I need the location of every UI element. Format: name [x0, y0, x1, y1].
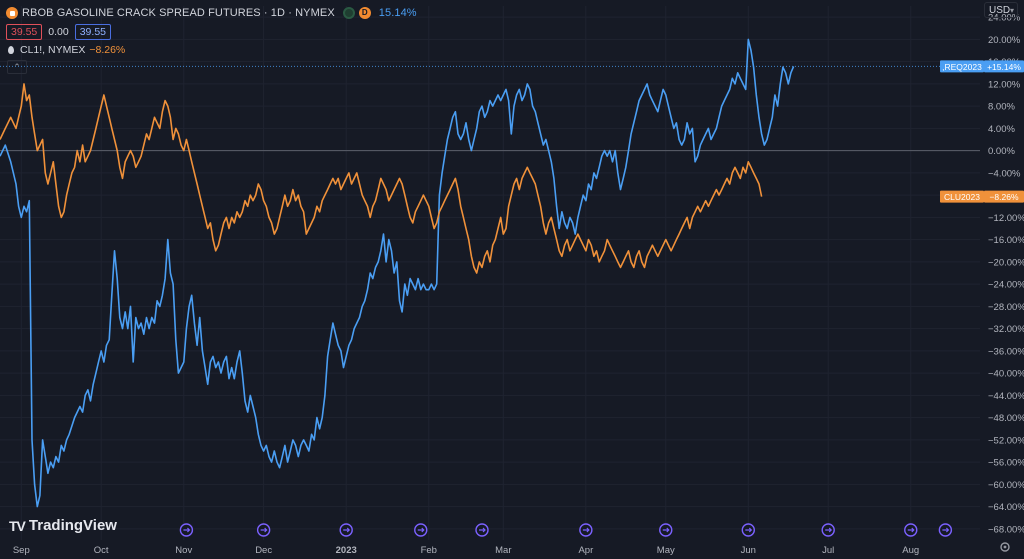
dividend-event-icon[interactable] — [659, 523, 673, 537]
series-name-tag-label: ,REQ2023 — [942, 62, 982, 72]
brand-name: TradingView — [28, 517, 117, 534]
y-tick-label: −16.00% — [988, 235, 1024, 246]
y-tick-label: −20.00% — [988, 257, 1024, 268]
dividend-event-icon[interactable] — [339, 523, 353, 537]
dividend-event-icon[interactable] — [475, 523, 489, 537]
y-tick-label: −44.00% — [988, 391, 1024, 402]
dividend-event-icon[interactable] — [579, 523, 593, 537]
y-tick-label: −48.00% — [988, 413, 1024, 424]
price-boxes: 39.55 0.00 39.55 — [6, 24, 111, 40]
dividend-event-icon[interactable] — [821, 523, 835, 537]
y-tick-label: −64.00% — [988, 502, 1024, 513]
series-value-tag — [984, 190, 1024, 203]
y-tick-label: −40.00% — [988, 369, 1024, 380]
x-tick-label: Nov — [175, 545, 192, 556]
grid-lines — [0, 6, 980, 540]
series-name-tag-label: CLU2023 — [944, 192, 980, 202]
y-tick-label: 8.00% — [988, 102, 1015, 113]
x-tick-label: Dec — [255, 545, 272, 556]
event-markers — [179, 523, 953, 537]
market-open-icon — [342, 7, 355, 19]
compare-symbol: CL1!, NYMEX — [20, 44, 86, 56]
y-tick-label: −68.00% — [988, 524, 1024, 535]
series-value-tag — [984, 60, 1024, 73]
legend-header[interactable]: RBOB GASOLINE CRACK SPREAD FUTURES · 1D … — [6, 5, 417, 21]
bid-price-box[interactable]: 39.55 — [6, 24, 43, 40]
collapse-legend-button[interactable]: ⌃ — [7, 60, 27, 74]
dividend-event-icon[interactable] — [414, 523, 428, 537]
oil-drop-icon — [8, 46, 14, 54]
y-tick-label: 4.00% — [988, 124, 1015, 135]
x-tick-label: Aug — [902, 545, 919, 556]
y-tick-label: −52.00% — [988, 435, 1024, 446]
market-status[interactable]: D — [342, 7, 371, 19]
dividend-event-icon[interactable] — [938, 523, 953, 537]
series-value-tag-label: −8.26% — [989, 192, 1019, 202]
delayed-badge: D — [358, 7, 371, 19]
y-tick-label: 0.00% — [988, 146, 1015, 157]
x-tick-label: Feb — [421, 545, 437, 556]
time-axis[interactable]: Sep Oct Nov Dec 2023 Feb Mar Apr May Jun Jul Aug — [0, 540, 1024, 559]
y-tick-label: 20.00% — [988, 35, 1021, 46]
series-name-tag — [940, 190, 984, 203]
symbol-logo-icon — [6, 7, 18, 19]
y-tick-label: −36.00% — [988, 346, 1024, 357]
symbol-title[interactable]: RBOB GASOLINE CRACK SPREAD FUTURES · 1D … — [22, 7, 335, 19]
series-line-rbob-crack[interactable] — [0, 38, 795, 508]
x-tick-label: Sep — [13, 545, 30, 556]
y-tick-label: −32.00% — [988, 324, 1024, 335]
series-line-cl1[interactable] — [0, 83, 763, 274]
dividend-event-icon[interactable] — [741, 523, 756, 537]
y-tick-label: −4.00% — [988, 168, 1021, 179]
price-axis-panel — [980, 0, 1024, 559]
y-tick-label: −56.00% — [988, 458, 1024, 469]
x-tick-label: Jul — [822, 545, 834, 556]
dividend-event-icon[interactable] — [256, 523, 271, 537]
time-axis-panel — [0, 540, 1024, 559]
y-tick-label: −12.00% — [988, 213, 1024, 224]
last-value-tags: ,REQ2023 +15.14% CLU2023 −8.26% — [940, 60, 1024, 203]
x-tick-label: 2023 — [336, 545, 357, 556]
price-axis[interactable]: 24.00%20.00%16.00%12.00%8.00%4.00%0.00%−… — [980, 0, 1024, 559]
x-tick-label: Mar — [495, 545, 511, 556]
compare-legend[interactable]: CL1!, NYMEX −8.26% — [8, 44, 125, 56]
earnings-event-icon[interactable] — [904, 523, 918, 537]
series-layer — [0, 38, 795, 508]
settings-gear-icon[interactable] — [999, 541, 1011, 553]
series-value-tag-label: +15.14% — [987, 62, 1021, 72]
currency-selector[interactable]: USD — [984, 2, 1018, 19]
x-tick-label: May — [657, 545, 675, 556]
spread-value: 0.00 — [48, 26, 69, 38]
x-tick-label: Jun — [741, 545, 756, 556]
primary-change-pct: 15.14% — [378, 7, 417, 19]
dividend-event-icon[interactable] — [179, 523, 194, 537]
y-tick-label: −24.00% — [988, 280, 1024, 291]
y-tick-label: 12.00% — [988, 79, 1021, 90]
tradingview-mark-icon: TV — [9, 517, 26, 534]
y-tick-label: −28.00% — [988, 302, 1024, 313]
x-tick-label: Oct — [94, 545, 109, 556]
series-name-tag — [940, 60, 984, 73]
brand-logo: TV TradingView — [9, 517, 117, 534]
compare-change-pct: −8.26% — [89, 44, 126, 56]
x-tick-label: Apr — [578, 545, 593, 556]
y-tick-label: −60.00% — [988, 480, 1024, 491]
ask-price-box[interactable]: 39.55 — [74, 24, 111, 40]
